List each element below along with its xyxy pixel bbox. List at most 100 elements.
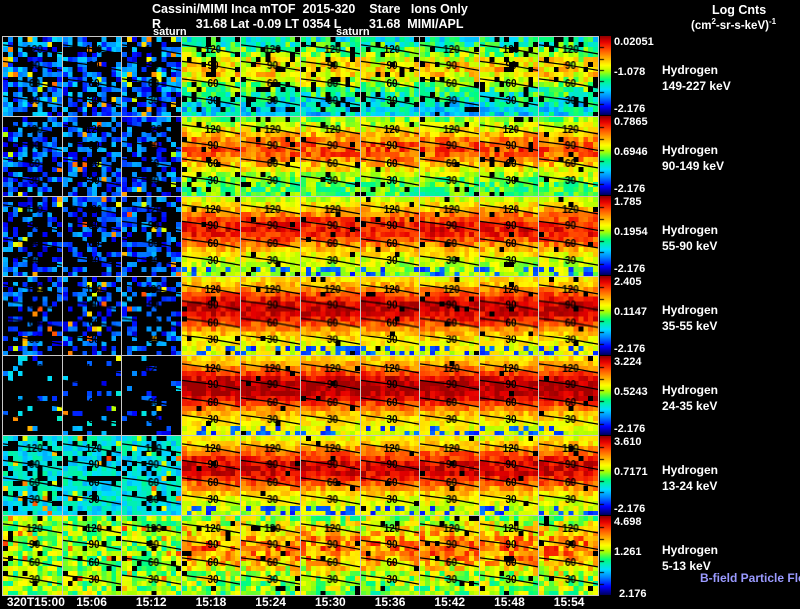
spectrogram-panel [539, 516, 598, 595]
panel-heatmap-canvas [122, 196, 181, 276]
time-tick-label: 15:12 [135, 595, 167, 609]
spectrogram-panel [122, 516, 181, 595]
panel-heatmap-canvas [420, 116, 479, 196]
panel-heatmap-canvas [539, 116, 598, 196]
time-tick-label: 15:18 [195, 595, 227, 609]
spectrogram-panel [300, 196, 360, 276]
panel-heatmap-canvas [539, 196, 598, 276]
time-tick-label: 15:24 [255, 595, 286, 609]
spectrogram-panel [539, 276, 598, 356]
panel-heatmap-canvas [479, 116, 539, 196]
spectrogram-panel [539, 196, 598, 276]
panel-heatmap-canvas [62, 116, 122, 196]
spectrogram-panel [3, 116, 62, 196]
panel-heatmap-canvas [539, 37, 598, 116]
panel-heatmap-canvas [479, 516, 539, 595]
scale-mid: -1.078 [614, 66, 646, 78]
spectrogram-panel [300, 37, 360, 116]
scale-max: 3.610 [614, 436, 642, 448]
colorbar-canvas [600, 436, 611, 515]
spectrogram-panel [181, 116, 241, 196]
panel-heatmap-canvas [122, 37, 181, 116]
colorbar-canvas [600, 196, 611, 275]
colorbar-canvas [600, 36, 611, 115]
scale-max: 0.02051 [614, 36, 654, 48]
colorbar-row3 [600, 196, 611, 275]
panel-heatmap-canvas [241, 276, 300, 356]
scale-min: -2.176 [614, 503, 646, 515]
spectrogram-panel [420, 356, 479, 436]
panel-heatmap-canvas [3, 436, 62, 516]
panel-heatmap-canvas [300, 196, 360, 276]
panel-heatmap-canvas [122, 356, 181, 436]
spectrogram-panel [62, 37, 122, 116]
spectrogram-panel [300, 356, 360, 436]
spectrogram-panel [420, 276, 479, 356]
panel-heatmap-canvas [300, 356, 360, 436]
scale-mid: 0.5243 [614, 386, 648, 398]
channel-label: Hydrogen 90-149 keV [662, 143, 725, 173]
spectrogram-panel [479, 276, 539, 356]
panel-heatmap-canvas [62, 276, 122, 356]
spectrogram-panel [122, 116, 181, 196]
spectrogram-panel [62, 516, 122, 595]
spectrogram-panel [300, 516, 360, 595]
panel-heatmap-canvas [420, 196, 479, 276]
time-tick-label: 15:54 [553, 595, 585, 609]
panel-heatmap-canvas [479, 276, 539, 356]
spectrogram-panel [360, 37, 420, 116]
time-tick-label: 15:30 [314, 595, 346, 609]
colorbar-canvas [600, 116, 611, 195]
panel-heatmap-canvas [360, 196, 420, 276]
panel-heatmap-canvas [539, 436, 598, 516]
scale-min: -2.176 [614, 423, 646, 435]
panel-heatmap-canvas [420, 276, 479, 356]
colorbar-canvas [600, 356, 611, 435]
channel-label: Hydrogen 149-227 keV [662, 63, 731, 93]
panel-heatmap-canvas [539, 516, 598, 595]
panel-heatmap-canvas [62, 196, 122, 276]
spectrogram-panel [181, 37, 241, 116]
panel-heatmap-canvas [420, 37, 479, 116]
panel-heatmap-canvas [181, 116, 241, 196]
panel-heatmap-canvas [122, 516, 181, 595]
panel-heatmap-canvas [420, 516, 479, 595]
colorbar-row5 [600, 356, 611, 435]
spectrogram-panel [420, 37, 479, 116]
bfield-particle-flow-label: B-field Particle Flow [700, 571, 800, 585]
saturn-marker: saturn [336, 26, 370, 38]
panel-heatmap-canvas [3, 116, 62, 196]
panel-heatmap-canvas [420, 356, 479, 436]
spectrogram-panel [3, 436, 62, 516]
spectrogram-panel [181, 516, 241, 595]
panel-heatmap-canvas [3, 196, 62, 276]
time-tick-label: 15:06 [76, 595, 107, 609]
panel-heatmap-canvas [241, 436, 300, 516]
panel-heatmap-canvas [479, 37, 539, 116]
page-title: Cassini/MIMI Inca mTOF 2015-320 Stare Io… [152, 2, 468, 16]
panel-heatmap-canvas [3, 37, 62, 116]
spectrogram-panel [3, 356, 62, 436]
panel-heatmap-canvas [181, 516, 241, 595]
scale-min: -2.176 [614, 263, 646, 275]
colorbar-units-title: Log Cnts [712, 3, 767, 17]
colorbar-units-formula: (cm2-sr-s-keV)-1 [691, 17, 777, 32]
superscript-minus-1: -1 [768, 17, 777, 26]
spectrogram-panel-grid [2, 36, 599, 596]
spectrogram-panel [241, 37, 300, 116]
panel-heatmap-canvas [241, 196, 300, 276]
colorbar-row1 [600, 36, 611, 115]
spectrogram-panel [122, 196, 181, 276]
time-tick-label: 15:42 [434, 595, 466, 609]
spectrogram-panel [360, 196, 420, 276]
panel-heatmap-canvas [360, 276, 420, 356]
panel-heatmap-canvas [300, 436, 360, 516]
panel-heatmap-canvas [479, 356, 539, 436]
spectrogram-panel [241, 116, 300, 196]
panel-heatmap-canvas [122, 116, 181, 196]
spectrogram-panel [62, 116, 122, 196]
scale-max: 1.785 [614, 196, 642, 208]
panel-heatmap-canvas [181, 356, 241, 436]
spectrogram-panel [420, 436, 479, 516]
spectrogram-panel [241, 516, 300, 595]
